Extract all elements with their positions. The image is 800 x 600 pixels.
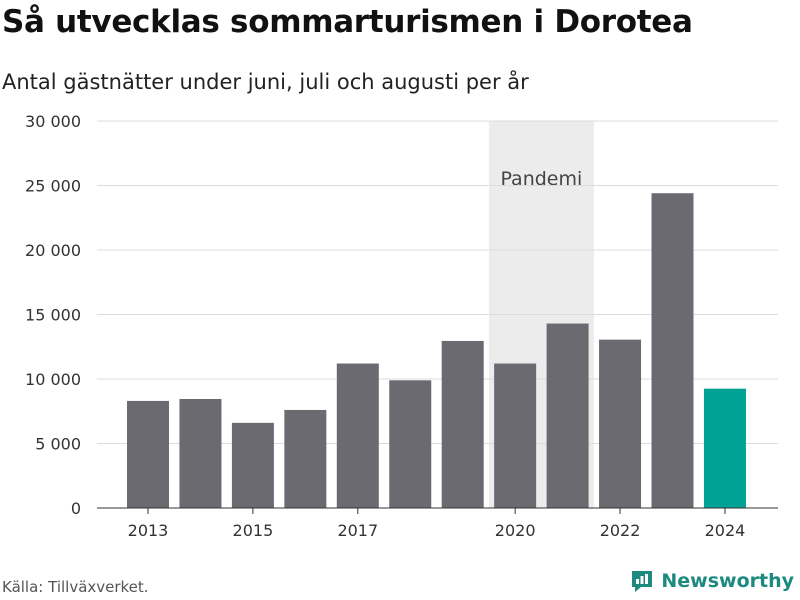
chart-title: Så utvecklas sommarturismen i Dorotea: [2, 4, 693, 40]
bar-2015: [231, 422, 274, 508]
bar-2018: [389, 380, 432, 508]
bar-2023: [651, 193, 694, 509]
brand-logo: Newsworthy: [629, 568, 794, 594]
bar-2016: [284, 409, 327, 508]
x-tick-label: 2022: [600, 521, 641, 540]
pandemic-label: Pandemi: [500, 168, 582, 190]
newsworthy-logo-icon: [632, 571, 653, 592]
brand-name: Newsworthy: [661, 570, 794, 592]
y-tick-label: 30 000: [25, 112, 81, 131]
bar-2017: [336, 363, 379, 508]
bar-2014: [179, 398, 222, 508]
bar-2022: [599, 339, 642, 508]
bar-2020: [494, 363, 537, 508]
y-tick-label: 20 000: [25, 241, 81, 260]
x-tick-label: 2024: [705, 521, 746, 540]
y-tick-label: 10 000: [25, 370, 81, 389]
y-tick-label: 5 000: [35, 435, 81, 454]
source-note: Källa: Tillväxverket.: [2, 578, 149, 596]
bar-2013: [127, 400, 169, 508]
x-tick-label: 2020: [495, 521, 536, 540]
y-tick-label: 15 000: [25, 306, 81, 325]
bar-chart: Pandemi 0 5 000 10 000 15 000 20 000 25 000 30…: [25, 112, 778, 540]
bar-2021: [546, 323, 589, 508]
y-tick-label: 0: [71, 499, 81, 518]
chart-subtitle: Antal gästnätter under juni, juli och au…: [2, 70, 529, 94]
bar-2024: [703, 388, 746, 508]
x-tick-label: 2015: [233, 521, 274, 540]
y-tick-label: 25 000: [25, 177, 81, 196]
x-tick-label: 2017: [337, 521, 378, 540]
bar-2019: [441, 340, 484, 508]
x-tick-label: 2013: [128, 521, 169, 540]
